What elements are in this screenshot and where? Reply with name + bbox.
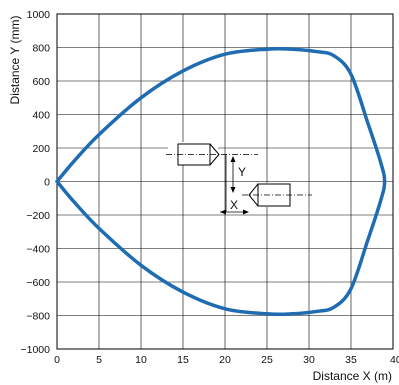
y-arrow-head-down [230,187,236,193]
y-tick-label: −200 [26,210,50,222]
y-tick-label: 800 [32,43,50,55]
receiver-lens [248,183,259,207]
x-tick-label: 30 [303,354,315,366]
y-tick-labels: 1000 800 600 400 200 0 −200 −400 −600 −800 −1000 [21,9,51,356]
y-tick-label: 600 [32,76,50,88]
y-tick-label: −600 [26,277,50,289]
x-tick-label: 0 [54,354,60,366]
x-tick-label: 15 [177,354,189,366]
x-tick-label: 10 [135,354,147,366]
y-axis-label: Distance Y (mm) [8,16,22,105]
x-axis-label: Distance X (m) [313,369,392,383]
grid [56,13,394,350]
x-tick-label: 20 [219,354,231,366]
detection-area-curve [55,46,387,317]
sensor-diagram: Y X [166,142,312,215]
x-tick-label: 35 [345,354,357,366]
x-tick-label: 40 [390,354,399,366]
y-tick-label: −1000 [21,344,51,356]
x-tick-label: 25 [261,354,273,366]
y-tick-label: 400 [32,110,50,122]
y-tick-label: 0 [44,177,50,189]
y-arrow-head-up [230,156,236,162]
x-tick-label: 5 [96,354,102,366]
y-tick-label: −800 [26,311,50,323]
x-tick-labels: 0 5 10 15 20 25 30 35 40 [54,354,399,366]
y-tick-label: −400 [26,244,50,256]
receiver-body [257,183,291,207]
diagram-x-label: X [230,198,238,212]
y-tick-label: 1000 [27,9,51,21]
x-arrow-head-left [220,209,226,215]
diagram-y-label: Y [238,165,246,179]
x-arrow-head-right [243,209,249,215]
y-tick-label: 200 [32,143,50,155]
